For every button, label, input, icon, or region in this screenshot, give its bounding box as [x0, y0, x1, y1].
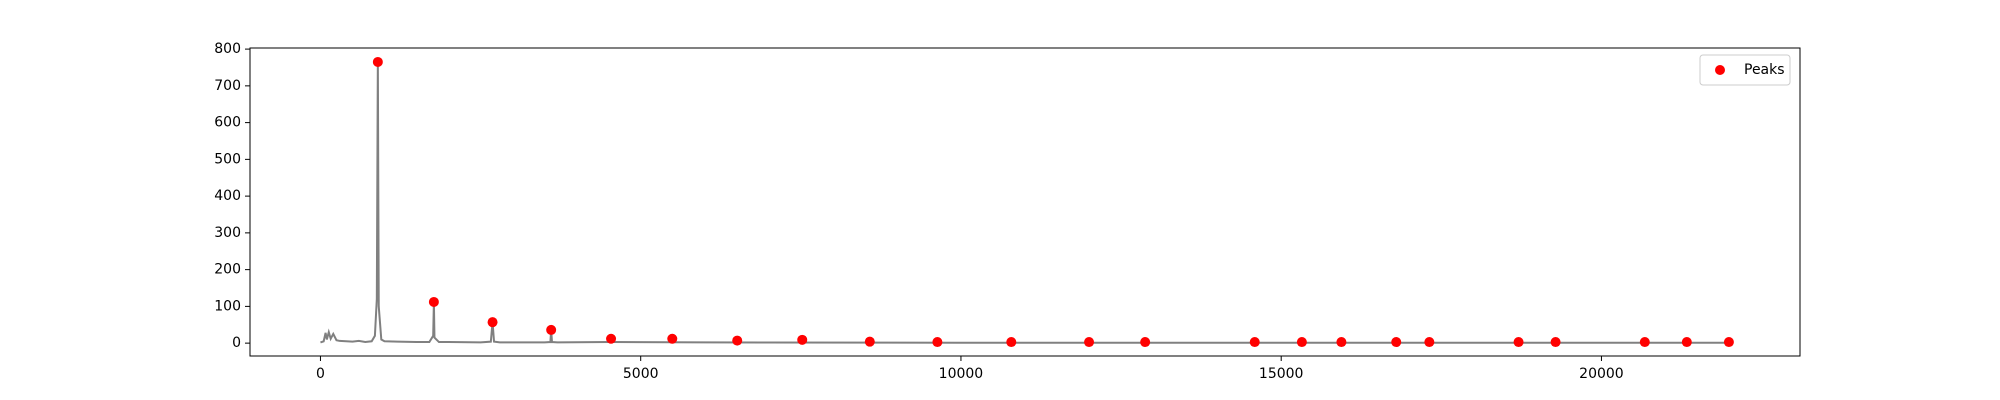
peak-point [1513, 337, 1524, 348]
peak-point [1336, 337, 1347, 348]
peak-point [797, 334, 808, 345]
peak-point [1424, 337, 1435, 348]
x-tick-label: 10000 [939, 366, 984, 382]
x-tick-label: 5000 [623, 366, 659, 382]
y-tick-label: 300 [214, 225, 241, 241]
y-tick-label: 0 [232, 335, 241, 351]
peak-point [1296, 337, 1307, 348]
peak-point [1006, 337, 1017, 348]
peak-point [1249, 337, 1260, 348]
y-tick-label: 400 [214, 188, 241, 204]
peak-point [864, 336, 875, 347]
peak-point [487, 317, 498, 328]
legend-box [1699, 54, 1791, 86]
peak-point [372, 56, 383, 67]
legend: Peaks [1699, 54, 1791, 86]
peak-point [932, 337, 943, 348]
y-tick-label: 700 [214, 78, 241, 94]
y-tick-label: 800 [214, 41, 241, 57]
x-tick-label: 20000 [1579, 366, 1624, 382]
legend-marker [1715, 65, 1725, 75]
y-tick-label: 500 [214, 151, 241, 167]
plot-frame [249, 47, 1801, 357]
y-tick-label: 600 [214, 115, 241, 131]
peak-point [1639, 337, 1650, 348]
spectrum-line [320, 61, 1730, 344]
y-tick-label: 100 [214, 298, 241, 314]
peak-point [1391, 337, 1402, 348]
peak-point [606, 333, 617, 344]
peak-point [428, 296, 439, 307]
x-tick-label: 15000 [1259, 366, 1304, 382]
peak-point [1681, 337, 1692, 348]
y-tick-label: 200 [214, 262, 241, 278]
peak-point [732, 335, 743, 346]
peak-point [1084, 337, 1095, 348]
legend-label: Peaks [1744, 62, 1785, 78]
peak-point [546, 324, 557, 335]
x-tick-label: 0 [316, 366, 325, 382]
peak-point [667, 333, 678, 344]
peak-point [1723, 337, 1734, 348]
peak-point [1550, 337, 1561, 348]
peak-point [1140, 337, 1151, 348]
